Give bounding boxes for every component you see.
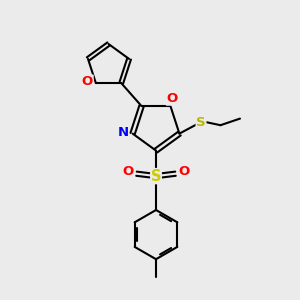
Text: O: O (82, 75, 93, 88)
Text: O: O (166, 92, 178, 105)
Text: O: O (178, 165, 190, 178)
Text: S: S (151, 169, 161, 184)
Text: S: S (196, 116, 206, 129)
Text: O: O (122, 165, 134, 178)
Text: N: N (117, 126, 129, 139)
